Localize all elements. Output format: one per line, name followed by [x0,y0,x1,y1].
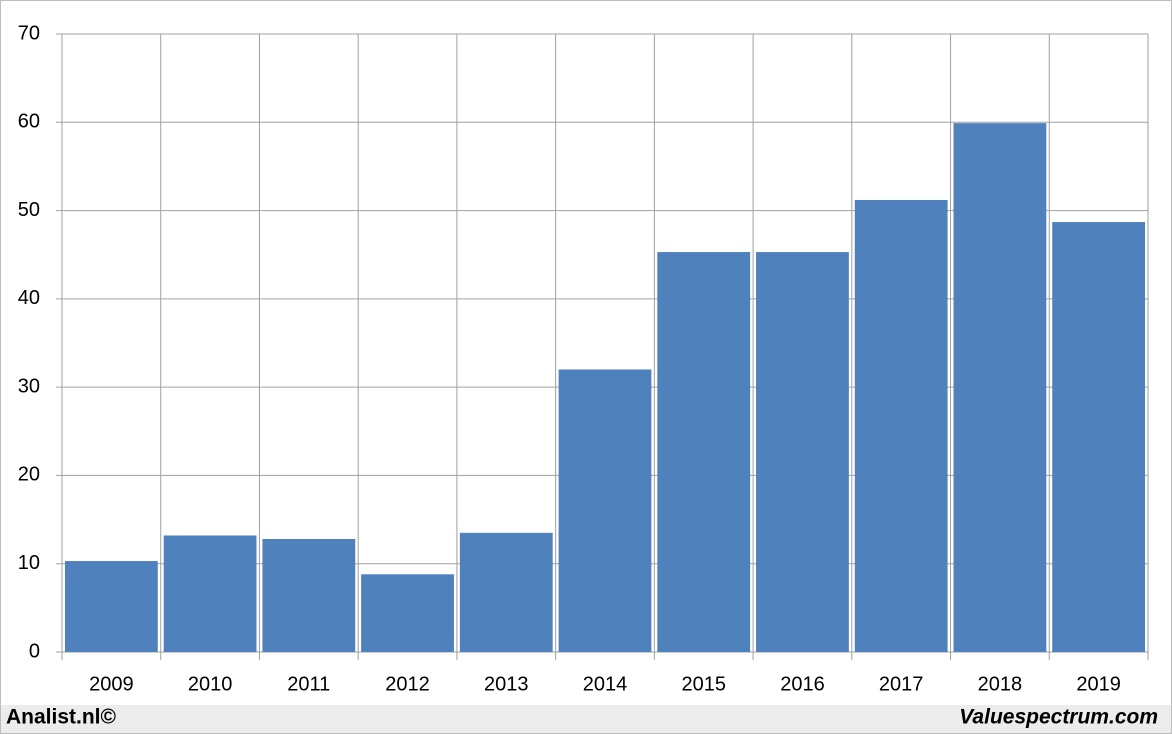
y-tick-label: 70 [18,22,40,44]
y-tick-label: 20 [18,464,40,486]
y-tick-label: 10 [18,552,40,574]
footer-left: Analist.nl© [6,706,117,729]
footer-band [0,705,1172,734]
x-tick-label: 2010 [188,673,233,695]
bar [1052,222,1146,652]
bar [163,535,257,652]
x-tick-label: 2011 [287,673,330,695]
bar [558,369,652,652]
bar [361,574,454,652]
x-tick-label: 2019 [1076,673,1121,695]
bar [459,532,553,652]
bar [854,199,948,652]
y-tick-label: 30 [18,375,40,397]
y-tick-label: 50 [18,199,40,221]
x-tick-label: 2012 [385,673,430,695]
x-tick-label: 2016 [780,673,825,695]
bar [756,252,849,652]
y-tick-label: 40 [18,287,40,309]
bar [262,538,356,652]
x-tick-label: 2017 [879,673,924,695]
y-tick-label: 0 [29,640,40,662]
footer-right: Valuespectrum.com [959,706,1158,729]
bar [953,123,1047,652]
bar [64,561,158,652]
x-tick-label: 2009 [89,673,134,695]
y-tick-label: 60 [18,111,40,133]
x-tick-label: 2014 [583,673,628,695]
bar [657,252,751,652]
x-tick-label: 2013 [484,673,529,695]
x-tick-label: 2015 [681,673,726,695]
x-tick-label: 2018 [978,673,1023,695]
plot-area: 0 10 20 30 40 50 60 70 2009 2010 2011 2012 2013 2014 2… [18,22,1149,695]
